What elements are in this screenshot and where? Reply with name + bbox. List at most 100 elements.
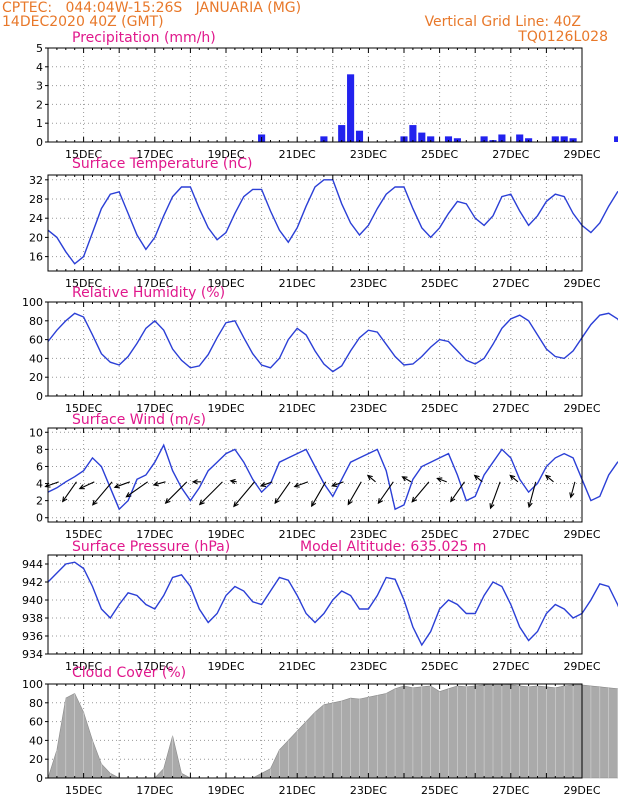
x-tick-label: 17DEC	[136, 784, 173, 797]
x-tick-label: 25DEC	[421, 148, 458, 161]
wind-arrowhead	[411, 496, 417, 503]
wind-arrowhead	[293, 482, 300, 488]
x-tick-label: 19DEC	[207, 528, 244, 541]
panel-1: Surface Temperature (nC) 16 20 24 28 32 15DEC 1…	[29, 156, 618, 290]
y-tick-label: 4	[36, 478, 43, 491]
y-tick-label: 5	[36, 42, 43, 55]
wind-arrow	[165, 481, 188, 504]
x-tick-label: 19DEC	[207, 784, 244, 797]
wind-arrow	[377, 481, 394, 504]
header-date: 14DEC2020 40Z (GMT)	[2, 14, 164, 30]
y-tick-label: 1	[36, 117, 43, 130]
wind-arrowhead	[78, 484, 85, 490]
x-tick-label: 17DEC	[136, 277, 173, 290]
x-tick-label: 15DEC	[65, 402, 102, 415]
panel-title: Surface Wind (m/s)	[72, 412, 206, 428]
x-tick-label: 27DEC	[492, 402, 529, 415]
x-tick-label: 23DEC	[350, 660, 387, 673]
y-tick-label: 28	[29, 193, 43, 206]
panel-frame	[47, 427, 583, 523]
precip-bar	[560, 136, 568, 142]
wind-arrowhead	[331, 481, 338, 487]
precip-bar	[516, 134, 524, 142]
x-tick-label: 15DEC	[65, 528, 102, 541]
wind-arrowhead	[509, 474, 516, 481]
panel-3: Surface Wind (m/s) 0 2 4 6 8 10 15DEC 17DEC 19DEC…	[29, 412, 618, 541]
x-tick-label: 15DEC	[65, 660, 102, 673]
x-tick-label: 21DEC	[279, 277, 316, 290]
y-tick-label: 80	[29, 697, 43, 710]
precip-bar	[409, 125, 417, 142]
y-tick-label: 2	[36, 98, 43, 111]
y-tick-label: 20	[29, 231, 43, 244]
panel-0: Precipitation (mm/h) 0 1 2 3 4 5 15DEC 17DEC 19DE…	[36, 30, 618, 161]
y-tick-label: 8	[36, 443, 43, 456]
y-tick-label: 2	[36, 495, 43, 508]
x-tick-label: 19DEC	[207, 148, 244, 161]
wind-arrow	[411, 481, 430, 503]
y-tick-label: 60	[29, 334, 43, 347]
x-tick-label: 21DEC	[279, 784, 316, 797]
wind-arrowhead	[152, 481, 159, 487]
wind-arrowhead	[125, 492, 132, 498]
y-tick-label: 942	[22, 576, 43, 589]
wind-arrowhead	[113, 483, 120, 489]
x-tick-label: 27DEC	[492, 528, 529, 541]
y-tick-label: 936	[22, 630, 43, 643]
wind-arrowhead	[527, 501, 533, 509]
x-tick-label: 25DEC	[421, 784, 458, 797]
wind-arrowhead	[311, 501, 317, 508]
precip-bar	[418, 132, 426, 142]
x-tick-label: 27DEC	[492, 277, 529, 290]
wind-arrow	[490, 481, 501, 509]
x-tick-label: 15DEC	[65, 148, 102, 161]
x-tick-label: 23DEC	[350, 402, 387, 415]
wind-arrow	[437, 477, 447, 483]
panel-title: Relative Humidity (%)	[72, 285, 225, 301]
x-tick-label: 21DEC	[279, 148, 316, 161]
y-tick-label: 934	[22, 648, 43, 661]
x-tick-label: 29DEC	[563, 528, 600, 541]
panel-frame	[47, 47, 583, 143]
y-tick-label: 100	[22, 678, 43, 691]
wind-arrowhead	[401, 476, 408, 482]
series-line	[47, 443, 618, 511]
panel-title: Precipitation (mm/h)	[72, 30, 216, 46]
x-tick-label: 23DEC	[350, 148, 387, 161]
y-tick-label: 40	[29, 734, 43, 747]
wind-arrow	[332, 481, 344, 487]
y-tick-label: 10	[29, 426, 43, 439]
x-tick-label: 15DEC	[65, 784, 102, 797]
panel-frame	[47, 554, 583, 655]
x-tick-label: 29DEC	[563, 660, 600, 673]
x-tick-label: 25DEC	[421, 277, 458, 290]
wind-arrow	[126, 481, 148, 498]
x-tick-label: 23DEC	[350, 277, 387, 290]
y-tick-label: 0	[36, 390, 43, 403]
precip-bar	[480, 136, 488, 142]
wind-arrowhead	[569, 492, 575, 499]
precip-bar	[347, 74, 355, 142]
wind-arrow	[528, 481, 537, 508]
precip-bar	[444, 136, 453, 142]
panel-title: Surface Temperature (nC)	[72, 156, 253, 172]
x-tick-label: 19DEC	[207, 402, 244, 415]
wind-arrow	[114, 481, 131, 488]
y-tick-label: 80	[29, 315, 43, 328]
x-tick-label: 29DEC	[563, 277, 600, 290]
x-tick-label: 21DEC	[279, 660, 316, 673]
x-tick-label: 19DEC	[207, 660, 244, 673]
y-tick-label: 4	[36, 61, 43, 74]
precip-bar	[614, 136, 618, 142]
panel-5: Cloud Cover (%) 0 20 40 60 80 100 15DEC 17DEC 19D…	[22, 665, 618, 797]
wind-arrow	[260, 481, 273, 487]
series-line	[47, 312, 618, 373]
y-tick-label: 100	[22, 296, 43, 309]
wind-arrow	[274, 481, 291, 504]
wind-arrowhead	[377, 498, 384, 505]
wind-arrowhead	[191, 479, 198, 485]
wind-arrow	[545, 474, 554, 483]
x-tick-label: 29DEC	[563, 402, 600, 415]
x-tick-label: 25DEC	[421, 528, 458, 541]
x-tick-label: 27DEC	[492, 784, 529, 797]
